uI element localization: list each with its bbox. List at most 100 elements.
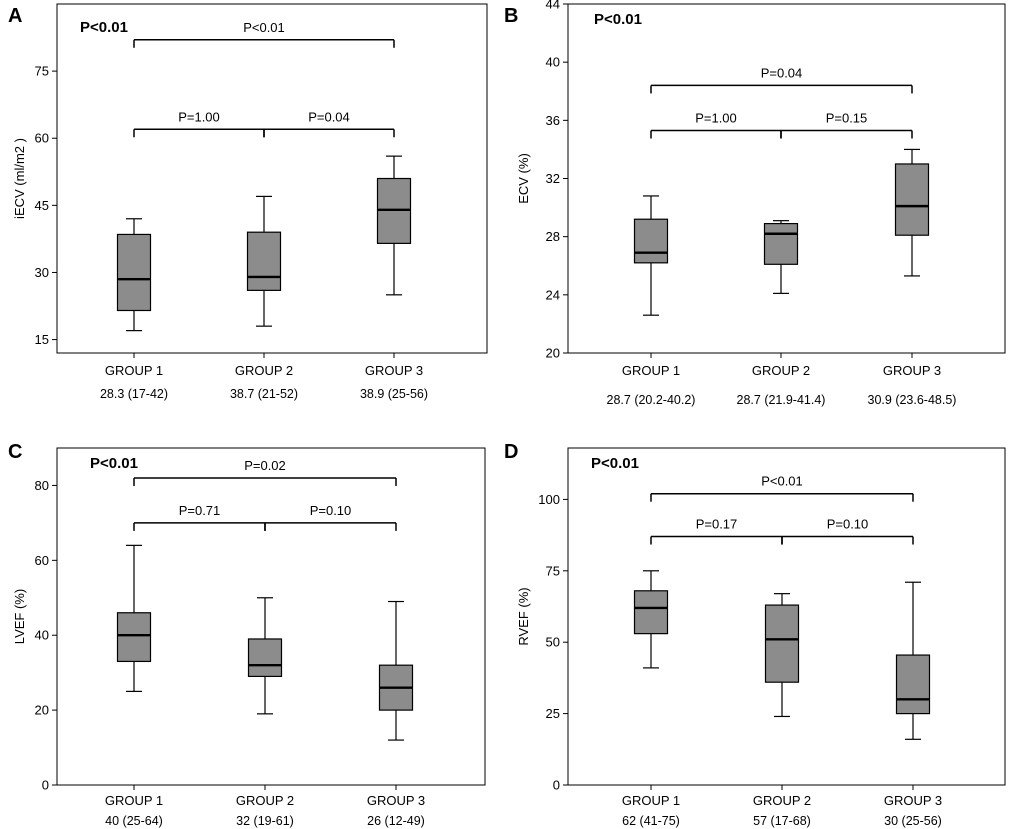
y-tick-label: 20 [546,346,560,361]
plot-frame [567,447,1006,786]
comparison-p-value: P<0.01 [243,20,285,35]
group-stat-label: 26 (12-49) [367,814,425,828]
comparison-bracket: P=0.10 [781,517,914,545]
comparison-bracket: P=1.00 [650,111,782,139]
plot-frame [56,3,488,354]
box-2 [763,220,799,294]
group-stat-label: 32 (19-61) [236,814,294,828]
iqr-box [895,654,931,715]
iqr-box [764,604,800,683]
iqr-box [246,231,282,291]
comparison-p-value: P<0.01 [761,474,803,489]
iqr-box [247,638,283,678]
box-3 [378,600,414,741]
comparison-p-value: P=0.04 [308,109,350,124]
box-3 [895,581,931,740]
comparison-bracket: P<0.01 [133,20,395,48]
panel-letter: D [504,441,518,463]
overall-p-value: P<0.01 [80,19,128,36]
iqr-box [116,233,152,312]
group-stat-label: 38.7 (21-52) [230,387,298,401]
y-tick-label: 20 [35,703,49,718]
iqr-box [763,222,799,265]
comparison-p-value: P=1.00 [178,109,220,124]
y-tick-label: 100 [538,492,560,507]
box-3 [894,148,930,277]
plot-frame [56,447,486,786]
overall-p-value: P<0.01 [594,11,642,28]
comparison-p-value: P=0.10 [827,517,869,532]
comparison-bracket: P=0.10 [264,503,397,531]
panel-letter: B [504,5,518,27]
comparison-p-value: P=0.02 [244,458,286,473]
y-axis-label: ECV (%) [516,153,531,204]
comparison-p-value: P=0.15 [826,111,868,126]
x-category-label: GROUP 1 [622,363,680,378]
box-1 [116,544,152,692]
y-axis-label: RVEF (%) [516,587,531,645]
box-1 [633,570,669,669]
comparison-bracket: P=1.00 [133,109,265,138]
y-tick-label: 30 [35,265,49,280]
y-tick-label: 25 [546,706,560,721]
y-tick-label: 50 [546,635,560,650]
group-stat-label: 62 (41-75) [622,814,680,828]
y-tick-label: 36 [546,113,560,128]
group-stat-label: 28.7 (21.9-41.4) [737,393,826,407]
x-category-label: GROUP 3 [884,793,942,808]
y-tick-label: 80 [35,478,49,493]
comparison-bracket: P=0.17 [650,517,783,545]
y-tick-label: 0 [42,778,49,793]
group-stat-label: 38.9 (25-56) [360,387,428,401]
y-tick-label: 24 [546,287,560,302]
x-category-label: GROUP 1 [105,363,163,378]
panel-letter: C [8,441,22,463]
y-tick-label: 32 [546,171,560,186]
group-stat-label: 28.3 (17-42) [100,387,168,401]
group-stat-label: 57 (17-68) [753,814,811,828]
group-stat-label: 30 (25-56) [884,814,942,828]
comparison-p-value: P=0.04 [761,65,803,80]
comparison-p-value: P=0.10 [310,503,352,518]
panel-a: A P<0.01 15 30 45 60 75 iECV (ml/m2 ) GROUP 1 28.… [8,3,488,401]
comparison-p-value: P=0.17 [696,517,738,532]
y-tick-label: 40 [546,55,560,70]
x-category-label: GROUP 3 [365,363,423,378]
comparison-p-value: P=0.71 [179,503,221,518]
box-1 [633,195,669,316]
group-stat-label: 40 (25-64) [105,814,163,828]
comparison-bracket: P=0.15 [780,111,913,139]
iqr-box [116,612,152,663]
x-category-label: GROUP 3 [367,793,425,808]
panel-b: B P<0.01 20 24 28 32 36 40 44 ECV (%) GROUP 1 28.7 … [504,0,1006,407]
y-tick-label: 75 [546,563,560,578]
y-tick-label: 40 [35,628,49,643]
y-tick-label: 60 [35,131,49,146]
x-category-label: GROUP 2 [236,793,294,808]
box-1 [116,218,152,332]
overall-p-value: P<0.01 [591,455,639,472]
comparison-bracket: P=0.02 [133,458,397,486]
comparison-bracket: P<0.01 [650,474,914,502]
box-3 [376,155,412,296]
overall-p-value: P<0.01 [90,455,138,472]
box-2 [246,195,282,327]
y-tick-label: 45 [35,198,49,213]
box-2 [764,593,800,718]
y-tick-label: 44 [546,0,560,12]
group-stat-label: 30.9 (23.6-48.5) [868,393,957,407]
y-tick-label: 28 [546,229,560,244]
x-category-label: GROUP 1 [105,793,163,808]
iqr-box [633,590,669,635]
x-category-label: GROUP 2 [752,363,810,378]
y-tick-label: 15 [35,332,49,347]
comparison-bracket: P=0.71 [133,503,266,531]
panel-letter: A [8,5,22,27]
comparison-bracket: P=0.04 [263,109,395,138]
y-tick-label: 60 [35,553,49,568]
plot-frame [567,3,1006,354]
x-category-label: GROUP 2 [235,363,293,378]
y-tick-label: 0 [553,778,560,793]
y-axis-label: iECV (ml/m2 ) [12,138,27,219]
